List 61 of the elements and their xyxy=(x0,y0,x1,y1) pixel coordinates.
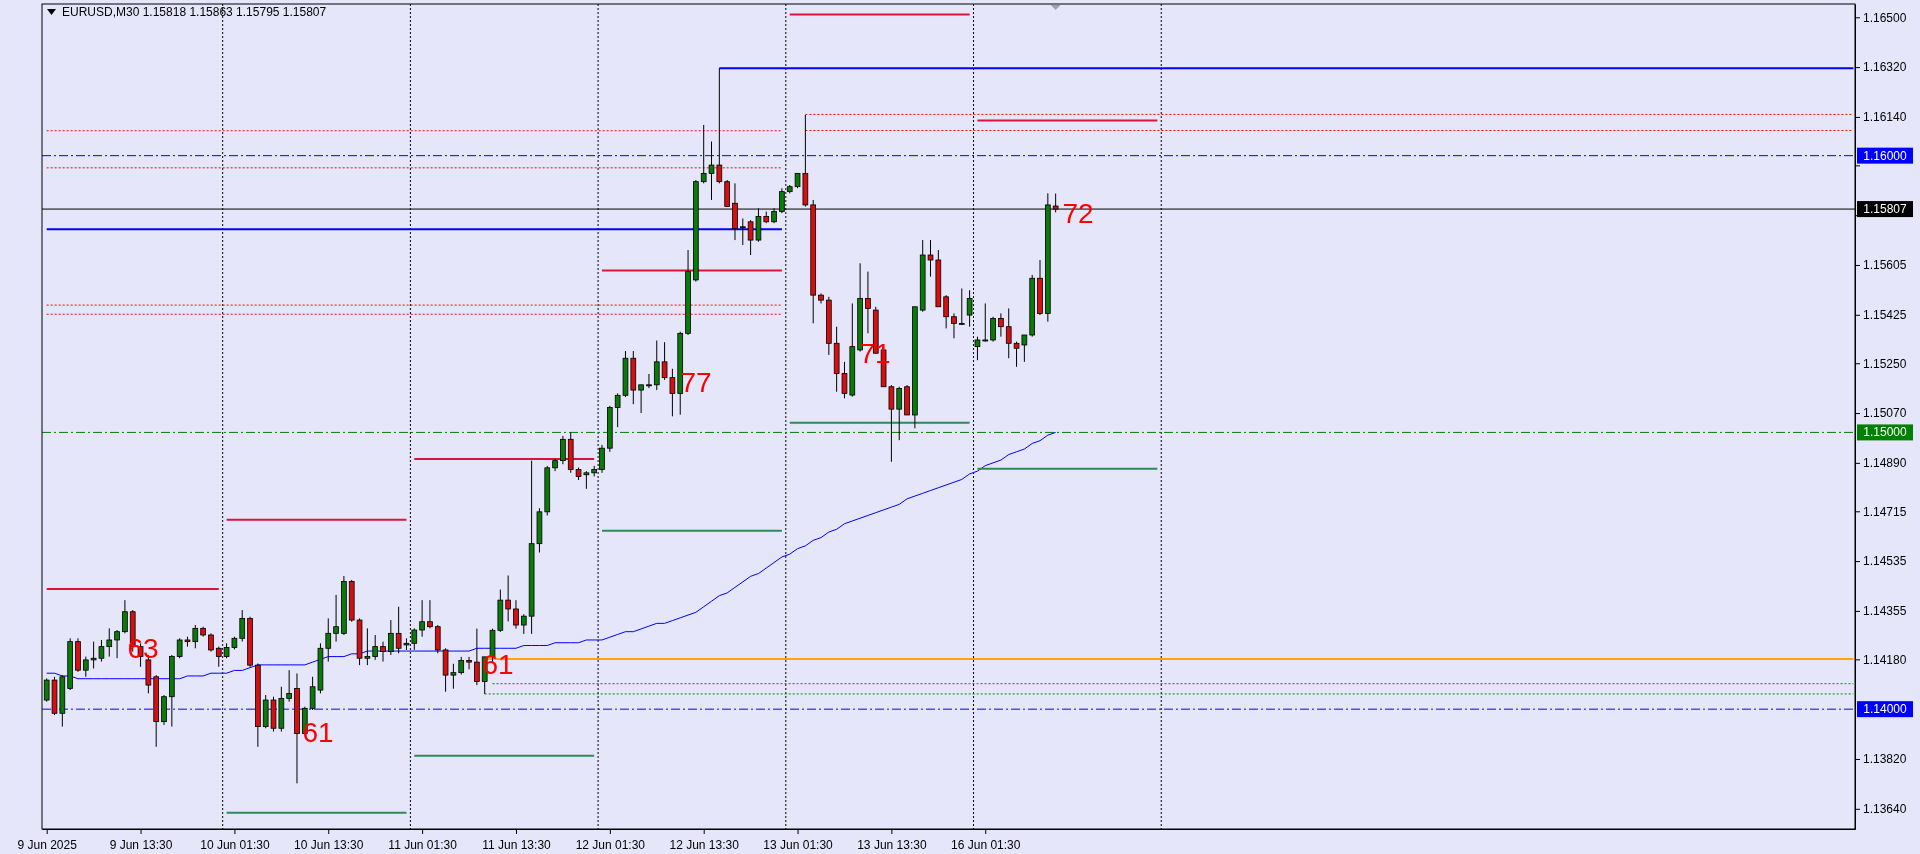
y-tick-label: 1.14355 xyxy=(1863,604,1907,619)
x-tick-label: 10 Jun 13:30 xyxy=(294,838,364,852)
ref-line-label: 1.15000 xyxy=(1863,425,1908,440)
x-tick-label: 9 Jun 2025 xyxy=(17,838,78,852)
ref-line-label: 1.14000 xyxy=(1863,702,1908,717)
x-tick-label: 12 Jun 13:30 xyxy=(669,838,740,852)
candlestick xyxy=(388,619,394,656)
y-tick-label: 1.14715 xyxy=(1863,504,1907,519)
candlestick xyxy=(653,340,660,391)
candlestick xyxy=(943,294,949,329)
candlestick xyxy=(520,613,527,635)
x-tick-label: 16 Jun 01:30 xyxy=(951,838,1021,852)
y-tick-label: 1.16500 xyxy=(1863,10,1907,25)
y-tick-label: 1.16320 xyxy=(1863,60,1907,75)
candlestick xyxy=(239,609,246,643)
annotation: 61 xyxy=(302,716,334,748)
x-tick-label: 11 Jun 13:30 xyxy=(482,838,552,852)
candlestick xyxy=(646,373,652,389)
candlestick xyxy=(82,656,89,678)
candlestick xyxy=(466,656,472,670)
x-tick-label: 10 Jun 01:30 xyxy=(200,838,270,852)
ref-line-label: 1.15807 xyxy=(1863,202,1908,217)
y-tick-label: 1.14535 xyxy=(1863,554,1907,569)
y-tick-label: 1.14890 xyxy=(1863,456,1907,471)
candlestick xyxy=(951,312,957,339)
candlestick xyxy=(865,271,871,334)
chart-title: EURUSD,M30 1.15818 1.15863 1.15795 1.15807 xyxy=(62,5,327,19)
y-tick-label: 1.13820 xyxy=(1863,752,1907,767)
y-tick-label: 1.15425 xyxy=(1863,308,1907,323)
candlestick xyxy=(333,594,339,643)
candlestick xyxy=(990,316,996,343)
y-tick-label: 1.15605 xyxy=(1863,258,1907,273)
candlestick xyxy=(739,217,746,246)
y-tick-label: 1.15070 xyxy=(1863,406,1907,421)
candlestick xyxy=(372,634,379,661)
candlestick xyxy=(419,599,425,638)
candlestick xyxy=(513,599,519,630)
candlestick xyxy=(380,641,386,663)
candlestick xyxy=(505,574,511,622)
y-tick-label: 1.16140 xyxy=(1863,110,1907,125)
candlestick xyxy=(998,312,1004,338)
x-tick-label: 12 Jun 01:30 xyxy=(575,838,646,852)
candlestick xyxy=(958,288,965,326)
y-tick-label: 1.15250 xyxy=(1863,356,1907,371)
candlestick xyxy=(434,624,441,654)
candlestick xyxy=(474,628,480,686)
candlestick xyxy=(208,632,214,653)
candlestick xyxy=(638,384,644,414)
x-tick-label: 9 Jun 13:30 xyxy=(109,838,173,852)
line-series xyxy=(46,431,1057,680)
candlestick xyxy=(427,599,433,629)
candlestick xyxy=(114,629,120,659)
x-tick-label: 13 Jun 01:30 xyxy=(763,838,834,852)
y-tick-label: 1.14180 xyxy=(1863,652,1907,667)
candlestick xyxy=(560,435,566,465)
candlestick xyxy=(122,599,128,634)
ref-line-label: 1.16000 xyxy=(1863,148,1908,163)
y-tick-label: 1.13640 xyxy=(1863,802,1907,817)
x-tick-label: 13 Jun 13:30 xyxy=(857,838,927,852)
x-tick-label: 11 Jun 01:30 xyxy=(388,838,458,852)
candlestick xyxy=(286,669,292,703)
